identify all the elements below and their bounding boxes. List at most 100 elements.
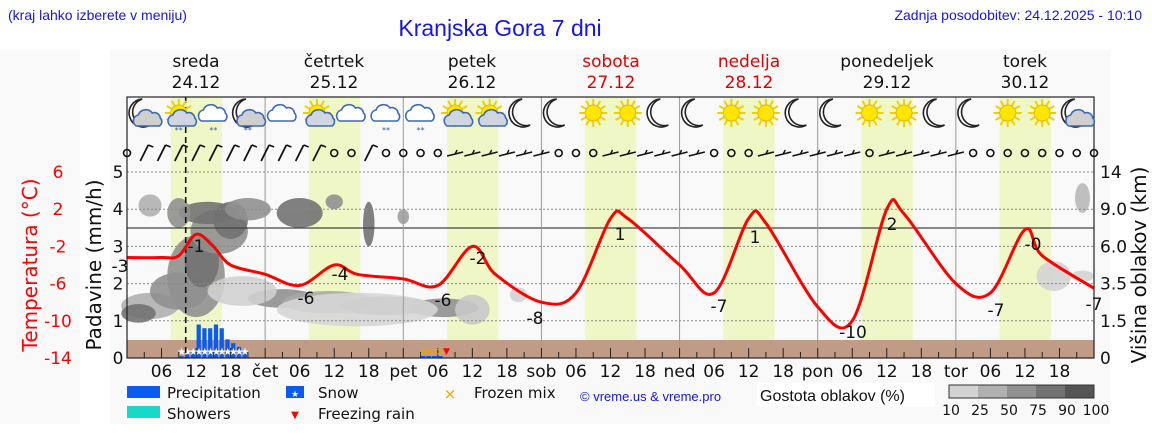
precip-tick: 3 bbox=[113, 237, 124, 257]
x-tick-label: 06 bbox=[427, 362, 449, 382]
cloud-density-swatch bbox=[949, 385, 978, 398]
day-date: 24.12 bbox=[171, 73, 221, 93]
left-axis-panel bbox=[0, 50, 80, 424]
svg-text:★: ★ bbox=[229, 347, 238, 358]
moon-icon bbox=[922, 98, 945, 128]
x-tick-label: 12 bbox=[876, 362, 898, 382]
legend-frozen-mix: Frozen mix bbox=[474, 384, 556, 402]
cloud-density-label: Gostota oblakov (%) bbox=[760, 388, 905, 405]
x-tick-label: 12 bbox=[462, 362, 484, 382]
frozen-mix-icon: × bbox=[444, 385, 457, 403]
moon-icon bbox=[542, 98, 566, 128]
temperature-label: -1 bbox=[188, 237, 205, 257]
moon-icon bbox=[784, 98, 807, 128]
day-name: sobota bbox=[582, 52, 640, 72]
legend: Precipitation Showers ★ Snow ▼ Freezing rain ×… bbox=[127, 383, 1109, 423]
sun-icon bbox=[855, 99, 884, 127]
temp-tick: -14 bbox=[44, 349, 72, 369]
day-name: ponedeljek bbox=[840, 52, 934, 72]
x-tick-label: 06 bbox=[289, 362, 311, 382]
daylight-band bbox=[861, 97, 913, 340]
temperature-label: 1 bbox=[750, 228, 761, 248]
wind-barbs-row bbox=[122, 144, 1099, 162]
sun-icon bbox=[890, 99, 919, 127]
day-date: 28.12 bbox=[724, 73, 774, 93]
cloud-density-tick: 90 bbox=[1058, 403, 1076, 419]
snow-icon: ★ bbox=[291, 390, 299, 400]
x-tick-label: 12 bbox=[1014, 362, 1036, 382]
cloud-density-tick: 50 bbox=[1000, 403, 1018, 419]
frozen-mix-marker: × bbox=[430, 345, 439, 358]
cloud-snow-icon: ** bbox=[197, 103, 228, 135]
cloud-density-label-bg bbox=[757, 383, 935, 407]
sun-cloud-icon bbox=[475, 99, 508, 127]
sun-icon bbox=[993, 99, 1022, 127]
svg-text:★: ★ bbox=[217, 347, 226, 358]
temperature-label: -6 bbox=[298, 289, 315, 309]
temperature-label: -10 bbox=[839, 323, 867, 343]
weather-icons-row: ** ** ** ** ** bbox=[128, 98, 1096, 135]
x-tick-label: tor bbox=[944, 362, 968, 382]
temperature-label: -7 bbox=[711, 297, 728, 317]
cloud-icon bbox=[335, 103, 366, 122]
x-tick-label: 18 bbox=[1049, 362, 1071, 382]
x-tick-label: 12 bbox=[600, 362, 622, 382]
moon-icon bbox=[680, 98, 704, 128]
cloud-height-axis-label: Višina oblakov (km) bbox=[1127, 167, 1151, 364]
day-date: 26.12 bbox=[447, 73, 497, 93]
page-title: Kranjska Gora 7 dni bbox=[398, 15, 602, 41]
legend-precipitation: Precipitation bbox=[167, 384, 261, 402]
x-tick-label: 06 bbox=[841, 362, 863, 382]
cloud-snow-icon: ** bbox=[370, 103, 401, 135]
temperature-label: -8 bbox=[527, 309, 544, 329]
temperature-line bbox=[126, 198, 1095, 330]
day-header-petek: petek 26.12 bbox=[407, 52, 537, 94]
x-tick-label: 06 bbox=[703, 362, 725, 382]
left-axes: 6 2 -2 -6 -10 -14 5 4 3 2 1 0 Temperatura (°C) Padavi… bbox=[18, 163, 123, 369]
day-name: nedelja bbox=[717, 52, 781, 72]
temperature-label: -7 bbox=[988, 301, 1005, 321]
frozen-mix-marker: × bbox=[436, 345, 445, 358]
cloud-density-tick: 100 bbox=[1083, 403, 1110, 419]
cloud-height-tick: 3.5 bbox=[1100, 275, 1127, 295]
sun-icon bbox=[579, 99, 608, 127]
freezing-rain-icon: ▼ bbox=[291, 410, 299, 421]
location-hint[interactable]: (kraj lahko izberete v meniju) bbox=[8, 7, 187, 23]
svg-text:★: ★ bbox=[212, 347, 221, 358]
temperature-label: -0 bbox=[1025, 235, 1042, 255]
svg-text:★: ★ bbox=[223, 347, 232, 358]
cloud-height-tick: 14 bbox=[1100, 163, 1122, 183]
legend-snow: Snow bbox=[318, 384, 358, 402]
x-tick-label: pon bbox=[802, 362, 834, 382]
temp-tick: -2 bbox=[50, 237, 67, 257]
cloud-density-tick: 10 bbox=[942, 403, 960, 419]
day-header-četrtek: četrtek 25.12 bbox=[269, 52, 399, 94]
moon-icon bbox=[957, 98, 980, 128]
credit-link[interactable]: © vreme.us & vreme.pro bbox=[580, 389, 721, 404]
moon-icon bbox=[646, 98, 669, 128]
svg-text:★: ★ bbox=[194, 347, 203, 358]
snow-swatch bbox=[286, 386, 304, 398]
temperature-label: -6 bbox=[435, 291, 452, 311]
temp-tick: 6 bbox=[53, 163, 64, 183]
temperature-label: 2 bbox=[887, 215, 898, 235]
plot-border bbox=[126, 96, 1095, 359]
sun-icon bbox=[1028, 99, 1057, 127]
x-tick-label: čet bbox=[252, 362, 279, 382]
day-header-ponedeljek: ponedeljek 29.12 bbox=[822, 52, 952, 94]
precip-tick: 1 bbox=[113, 312, 124, 332]
x-tick-label: 12 bbox=[738, 362, 760, 382]
cloud-density-swatch bbox=[1065, 385, 1094, 398]
day-date: 25.12 bbox=[309, 73, 359, 93]
svg-text:**: ** bbox=[209, 126, 217, 135]
sun-icon bbox=[613, 99, 642, 127]
x-tick-label: 12 bbox=[185, 362, 207, 382]
svg-text:★: ★ bbox=[206, 347, 215, 358]
svg-text:★: ★ bbox=[235, 347, 244, 358]
cloud-height-tick: 1.5 bbox=[1100, 312, 1127, 332]
sun-icon bbox=[717, 99, 746, 127]
cloud-height-tick: 0 bbox=[1100, 349, 1111, 369]
x-tick-label: sob bbox=[526, 362, 556, 382]
cloud-density-swatch bbox=[978, 385, 1007, 398]
frozen-mix-marker: × bbox=[419, 345, 428, 358]
